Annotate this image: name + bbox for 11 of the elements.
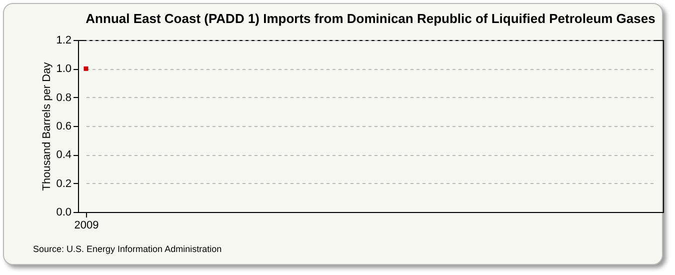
y-tick-label: 0.8 <box>56 92 72 104</box>
y-tick-label: 1.2 <box>56 34 72 46</box>
text: Annual East Coast (PADD 1) Imports from Dominican Republic of Liquified Petroleum Gases <box>86 11 656 26</box>
y-tick-label: 0.6 <box>56 120 72 132</box>
y-axis-title: Thousand Barrels per Day <box>41 62 54 191</box>
y-tick-label: 0.2 <box>56 178 72 190</box>
y-tick-label: 0.0 <box>56 206 72 218</box>
source-note: Source: U.S. Energy Information Administration <box>33 244 222 254</box>
y-tick-label: 1.0 <box>56 63 72 76</box>
x-tick-label: 2009 <box>74 220 99 232</box>
y-tick-label: 0.4 <box>56 149 72 162</box>
